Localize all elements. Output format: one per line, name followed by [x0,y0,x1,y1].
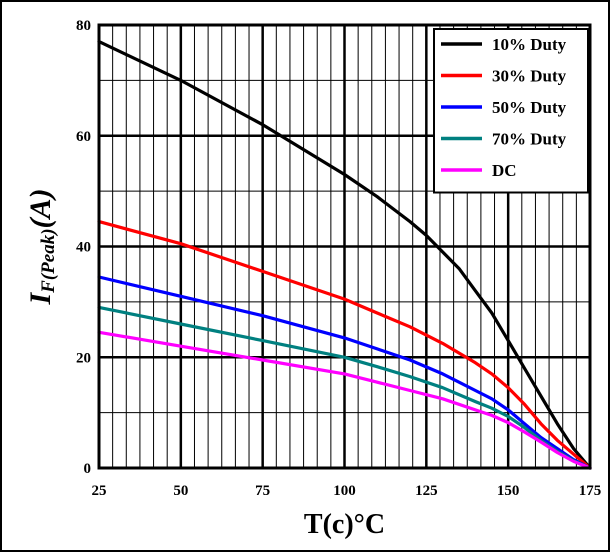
x-tick-label: 150 [497,483,520,499]
y-tick-label: 40 [76,240,91,256]
y-axis-label-unit: (A) [24,188,57,228]
series-layer [97,39,592,470]
x-tick-label: 75 [255,483,270,499]
plot-border [97,23,592,470]
series-line-3 [97,275,592,470]
y-tick-label: 0 [84,461,92,477]
legend-label: 70% Duty [492,130,567,149]
legend-box [433,28,589,194]
y-tick-label: 80 [76,18,91,34]
legend-label: DC [492,161,517,180]
y-axis-label: IF(Peak)(A) [24,188,59,305]
legend-label: 30% Duty [492,67,567,86]
axis-ticks: 25 50 75 100 125 150 175 0 20 40 60 80 [76,18,601,499]
x-tick-label: 50 [173,483,188,499]
x-tick-label: 100 [333,483,356,499]
x-tick-label: 125 [415,483,438,499]
legend-label: 10% Duty [492,35,567,54]
x-tick-label: 175 [579,483,602,499]
x-tick-label: 25 [92,483,107,499]
y-axis-label-main: I [24,292,57,306]
legend: 10% Duty 30% Duty 50% Duty 70% Duty DC [433,28,589,194]
series-line-2 [97,220,592,470]
x-axis-label: T(c)°C [304,509,385,540]
series-line-1 [97,39,592,470]
y-tick-label: 20 [76,350,91,366]
y-axis-label-sub: F(Peak) [38,228,59,293]
series-line-5 [97,330,592,470]
legend-label: 50% Duty [492,98,567,117]
y-tick-label: 60 [76,129,91,145]
